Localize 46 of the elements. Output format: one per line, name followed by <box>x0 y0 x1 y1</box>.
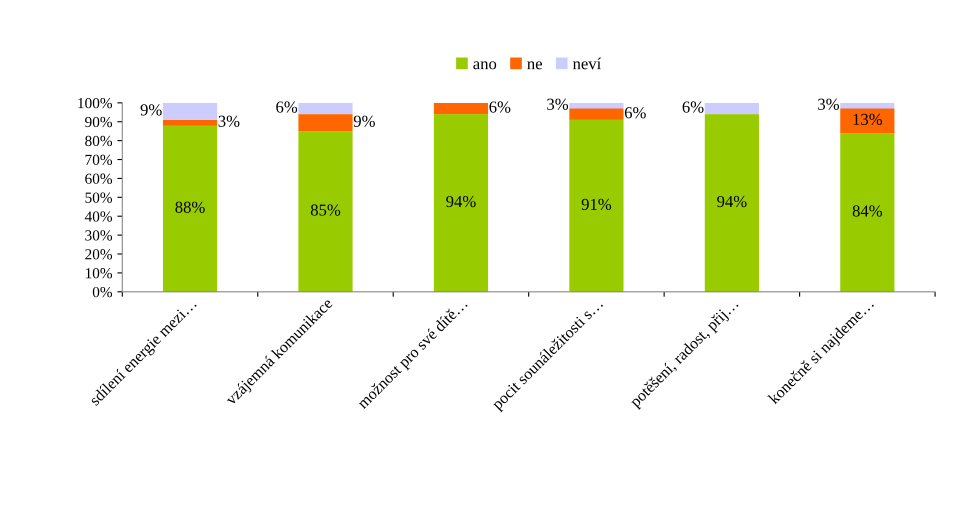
y-tick-label: 60% <box>85 174 112 184</box>
bar <box>569 108 624 120</box>
bar <box>840 108 894 134</box>
data-label: 3% <box>547 98 568 110</box>
data-label: 94% <box>717 196 747 208</box>
bar <box>434 102 488 114</box>
bar <box>840 102 894 109</box>
data-label: 3% <box>818 98 840 110</box>
bar <box>298 114 353 132</box>
bar <box>569 120 624 292</box>
data-label: 6% <box>276 101 298 113</box>
y-tick-label: 30% <box>85 230 112 241</box>
data-label: 6% <box>682 101 704 113</box>
bar <box>162 120 218 126</box>
y-tick-label: 10% <box>86 268 112 278</box>
y-tick-label: 50% <box>85 192 112 203</box>
bar <box>162 126 218 292</box>
data-label: 3% <box>218 116 240 127</box>
y-tick-label: 0% <box>92 286 112 298</box>
bar <box>298 102 353 114</box>
bar <box>298 131 353 292</box>
data-label: 84% <box>852 205 882 217</box>
data-label: 13% <box>854 114 882 126</box>
bar <box>569 102 624 109</box>
y-tick-label: 90% <box>85 116 112 128</box>
legend-label: ne <box>527 61 542 70</box>
y-tick-label: 20% <box>85 249 112 260</box>
data-label: 6% <box>624 107 646 118</box>
y-tick-label: 80% <box>85 136 112 146</box>
data-label: 6% <box>489 101 510 113</box>
y-tick-label: 100% <box>78 98 112 108</box>
bar <box>162 102 218 120</box>
data-label: 91% <box>582 198 612 210</box>
bar <box>434 114 488 292</box>
legend-label: ano <box>473 61 496 70</box>
legend-label: neví <box>572 58 602 70</box>
data-label: 85% <box>310 204 340 216</box>
data-label: 9% <box>354 116 375 127</box>
y-tick-label: 70% <box>86 154 112 166</box>
bar <box>840 133 894 292</box>
bar <box>704 114 759 292</box>
data-label: 88% <box>175 202 205 213</box>
bar <box>704 102 759 114</box>
y-tick-label: 40% <box>84 211 112 222</box>
data-label: 9% <box>140 104 162 116</box>
data-label: 94% <box>446 196 476 208</box>
